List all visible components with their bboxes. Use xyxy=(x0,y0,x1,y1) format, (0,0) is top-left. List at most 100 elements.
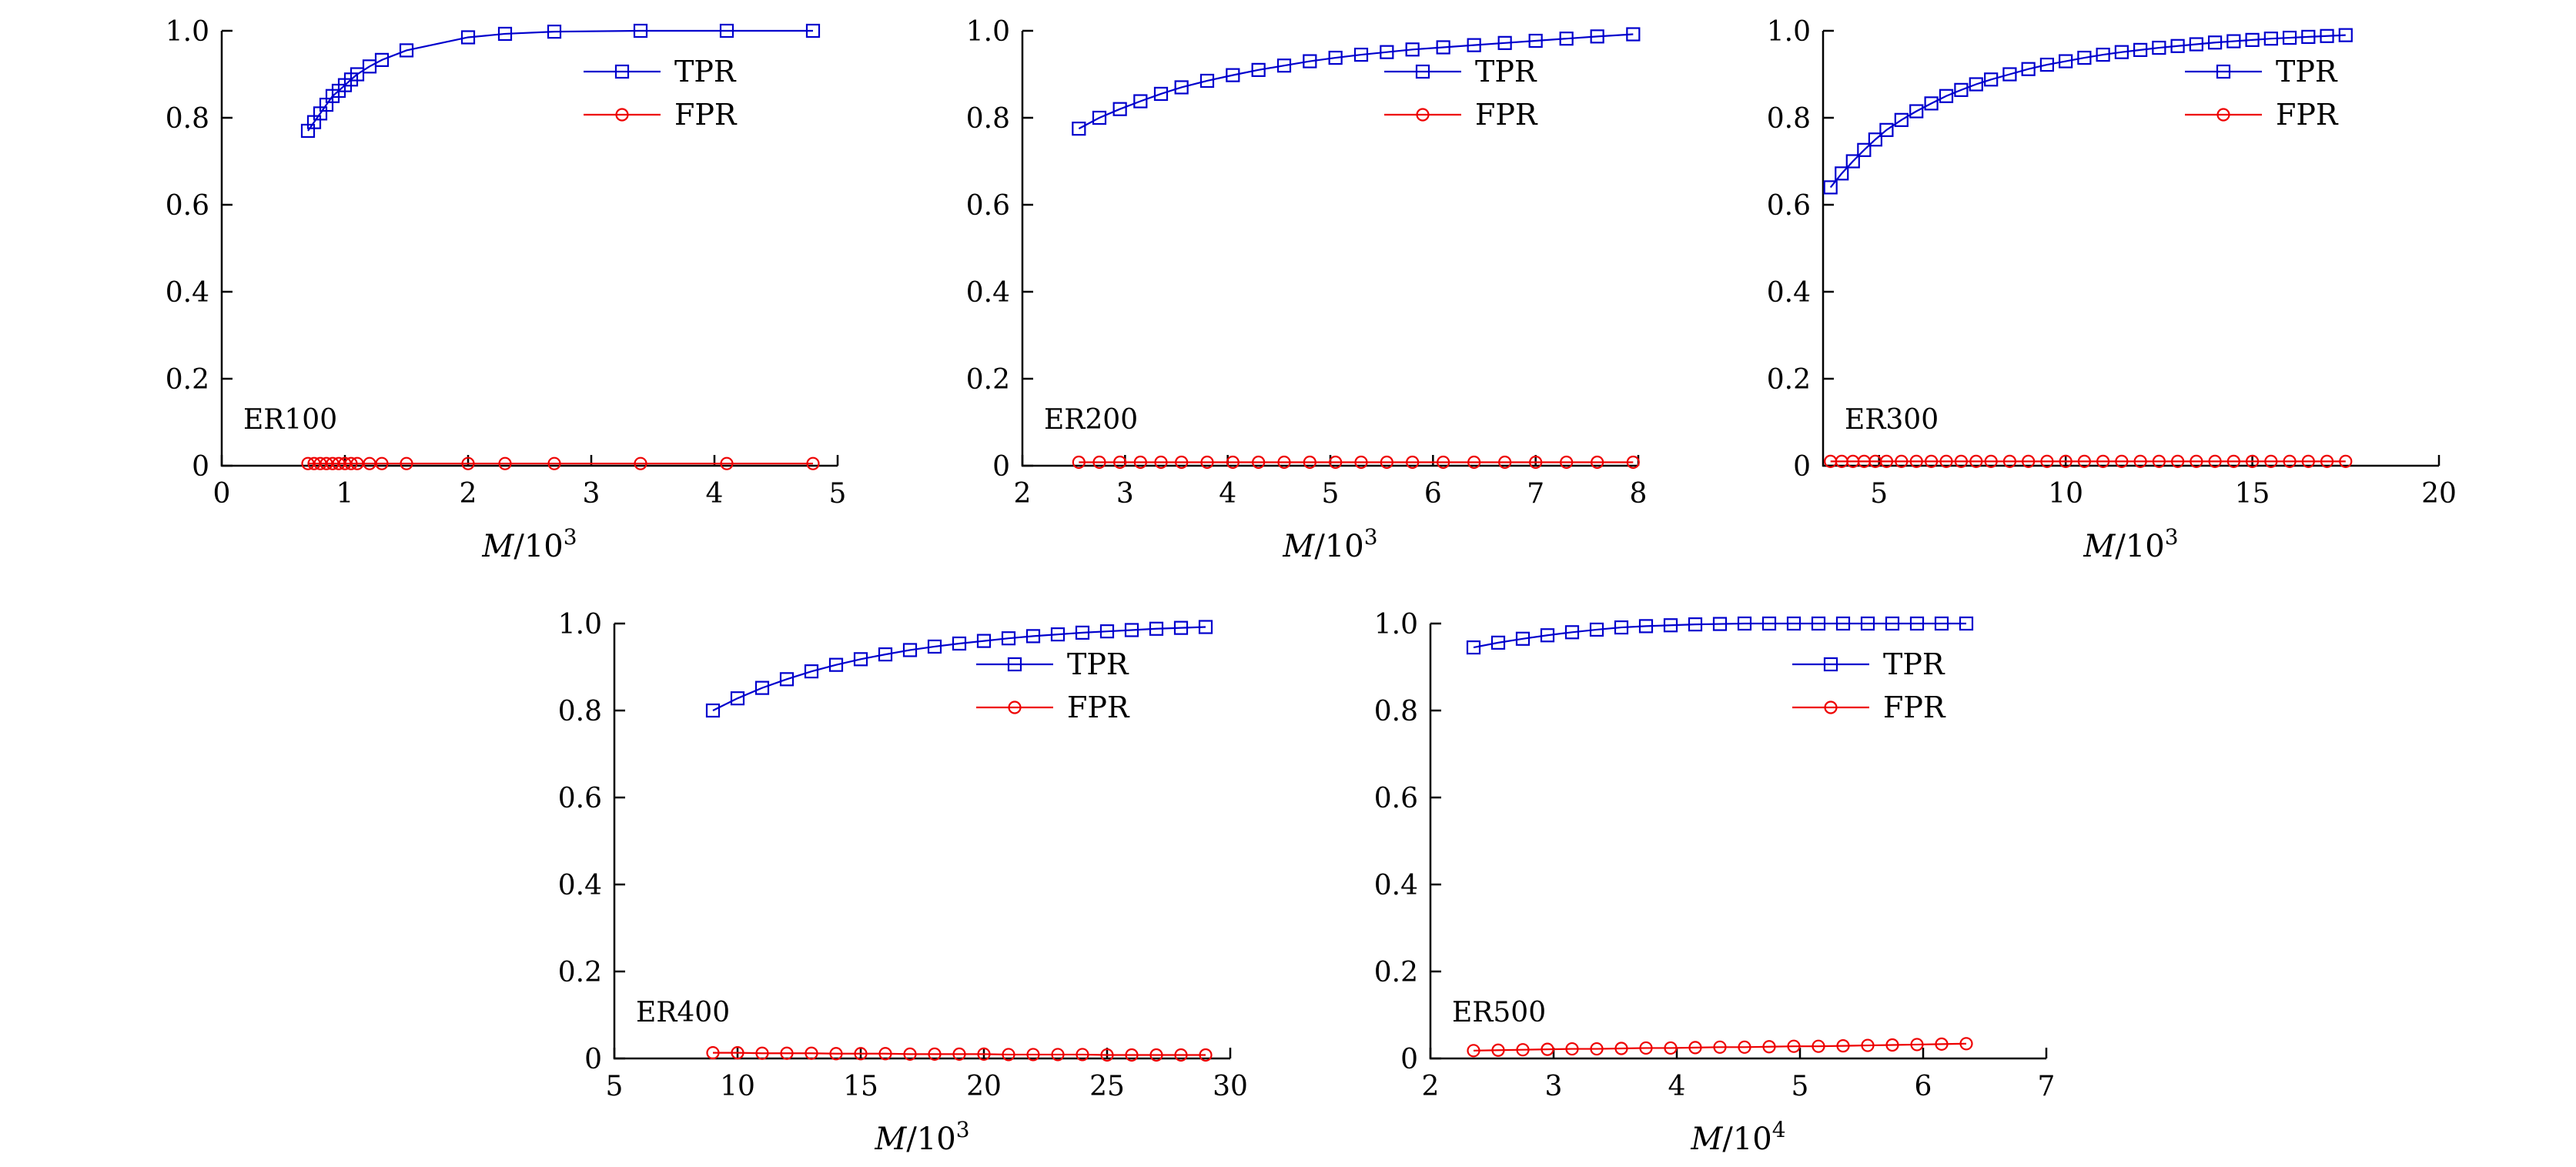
tpr-marker xyxy=(2114,45,2129,59)
tpr-marker xyxy=(1133,94,1148,109)
tpr-curve xyxy=(1473,622,1966,649)
x-tick-label: 6 xyxy=(1915,1071,1932,1102)
fpr-marker xyxy=(829,1047,843,1061)
fpr-marker xyxy=(2002,454,2017,468)
legend-label-fpr: FPR xyxy=(1067,691,1130,724)
tpr-marker xyxy=(1811,616,1826,631)
y-tick-label: 0.8 xyxy=(558,696,602,727)
tpr-marker xyxy=(1712,617,1728,631)
chart-er300: 5 10 15 20 0 0.2 0.4 0.6 0.8 1.0 TPR FPR ER300 M/103 xyxy=(1704,12,2474,573)
tpr-marker xyxy=(1663,618,1678,633)
plot-er200: 2 3 4 5 6 7 8 0 0.2 0.4 0.6 0.8 1.0 TPR FPR ER200 M/103 xyxy=(966,16,1648,564)
fpr-marker xyxy=(634,456,647,470)
plot-er400: 5 10 15 20 25 30 0 0.2 0.4 0.6 0.8 1.0 TPR FPR ER400 M/… xyxy=(558,609,1248,1157)
fpr-marker xyxy=(1149,1048,1163,1062)
fpr-marker xyxy=(344,456,358,470)
fpr-marker xyxy=(1738,1040,1751,1054)
y-tick-label: 0.8 xyxy=(966,103,1010,135)
chart-er100: 0 1 2 3 4 5 0 0.2 0.4 0.6 0.8 1.0 TPR FPR ER100 M/103 xyxy=(102,12,872,573)
tpr-marker xyxy=(927,639,942,654)
tpr-marker xyxy=(1099,624,1115,639)
plot-er300: 5 10 15 20 0 0.2 0.4 0.6 0.8 1.0 TPR FPR ER300 M/103 xyxy=(1767,16,2457,564)
fpr-marker xyxy=(2171,454,2185,468)
tpr-marker xyxy=(1303,54,1317,69)
x-axis-label: M/104 xyxy=(1690,1117,1785,1157)
y-tick-label: 0.2 xyxy=(1767,364,1811,396)
tpr-marker xyxy=(2245,32,2260,47)
legend-marker-fpr xyxy=(615,108,629,122)
tpr-marker xyxy=(1198,620,1213,634)
tpr-marker xyxy=(1124,623,1139,637)
fpr-marker xyxy=(1467,1044,1480,1058)
y-tick-label: 1.0 xyxy=(1767,16,1811,48)
tpr-marker xyxy=(1199,73,1215,89)
fpr-marker xyxy=(706,1046,720,1060)
y-tick-label: 0.2 xyxy=(166,364,209,396)
fpr-marker xyxy=(878,1047,892,1061)
legend-marker-tpr xyxy=(1823,657,1838,672)
tpr-marker xyxy=(1954,82,1969,97)
fpr-marker xyxy=(755,1046,769,1060)
fpr-marker xyxy=(1541,1042,1554,1056)
fpr-marker xyxy=(547,456,561,470)
y-tick-label: 0.2 xyxy=(1374,957,1418,988)
y-tick-label: 0.6 xyxy=(166,190,209,222)
x-tick-label: 5 xyxy=(1870,478,1888,510)
tpr-marker xyxy=(1050,627,1066,642)
tpr-marker xyxy=(1969,77,1983,92)
y-tick-label: 0 xyxy=(1400,1044,1418,1075)
tpr-marker xyxy=(1112,102,1127,116)
tpr-marker xyxy=(976,634,992,648)
fpr-marker xyxy=(375,456,389,470)
tpr-marker xyxy=(1909,616,1925,631)
legend-marker-fpr xyxy=(1416,108,1430,122)
legend-label-tpr: TPR xyxy=(1883,647,1945,681)
y-tick-label: 1.0 xyxy=(1374,609,1418,640)
x-tick-label: 10 xyxy=(2048,478,2083,510)
fpr-marker xyxy=(1051,1048,1065,1062)
legend-marker-tpr xyxy=(1415,64,1430,79)
x-tick-label: 5 xyxy=(829,478,847,510)
x-tick-label: 4 xyxy=(706,478,724,510)
fpr-marker xyxy=(1226,455,1239,470)
fpr-marker xyxy=(1939,454,1953,468)
tpr-marker xyxy=(754,680,770,695)
fpr-marker xyxy=(1626,455,1640,470)
tpr-marker xyxy=(547,25,562,39)
x-tick-label: 5 xyxy=(1791,1071,1809,1102)
fpr-marker xyxy=(1954,454,1968,468)
fpr-marker xyxy=(1529,455,1543,470)
panel-label: ER200 xyxy=(1044,404,1138,436)
y-tick-label: 0.2 xyxy=(966,364,1010,396)
x-tick-label: 15 xyxy=(2235,478,2270,510)
y-tick-label: 0 xyxy=(992,451,1010,483)
tpr-marker xyxy=(1909,104,1924,119)
tpr-marker xyxy=(460,30,476,45)
y-tick-label: 0.2 xyxy=(558,957,602,988)
tpr-marker xyxy=(2096,47,2110,62)
legend-marker-fpr xyxy=(1824,701,1838,714)
tpr-curve xyxy=(307,29,813,132)
x-tick-label: 2 xyxy=(1422,1071,1440,1102)
y-tick-label: 1.0 xyxy=(166,16,209,48)
fpr-marker xyxy=(952,1047,966,1061)
tpr-marker xyxy=(1894,112,1909,127)
fpr-marker xyxy=(1787,1039,1801,1053)
x-tick-label: 2 xyxy=(1014,478,1032,510)
fpr-marker xyxy=(1354,455,1368,470)
plot-er100: 0 1 2 3 4 5 0 0.2 0.4 0.6 0.8 1.0 TPR FPR ER100 M/103 xyxy=(166,16,847,564)
fpr-marker xyxy=(720,456,734,470)
fpr-marker xyxy=(977,1047,991,1061)
legend-label-tpr: TPR xyxy=(674,55,737,89)
tpr-marker xyxy=(719,23,734,38)
fpr-marker xyxy=(2152,454,2166,468)
fpr-marker xyxy=(1885,1038,1899,1052)
fpr-marker xyxy=(2096,454,2110,468)
fpr-marker xyxy=(805,1046,818,1060)
y-tick-label: 1.0 xyxy=(966,16,1010,48)
tpr-marker xyxy=(1761,616,1777,631)
panel-label: ER100 xyxy=(243,404,337,436)
tpr-marker xyxy=(1490,635,1506,650)
axes-spines xyxy=(1021,31,1638,467)
fpr-marker xyxy=(1688,1041,1702,1055)
